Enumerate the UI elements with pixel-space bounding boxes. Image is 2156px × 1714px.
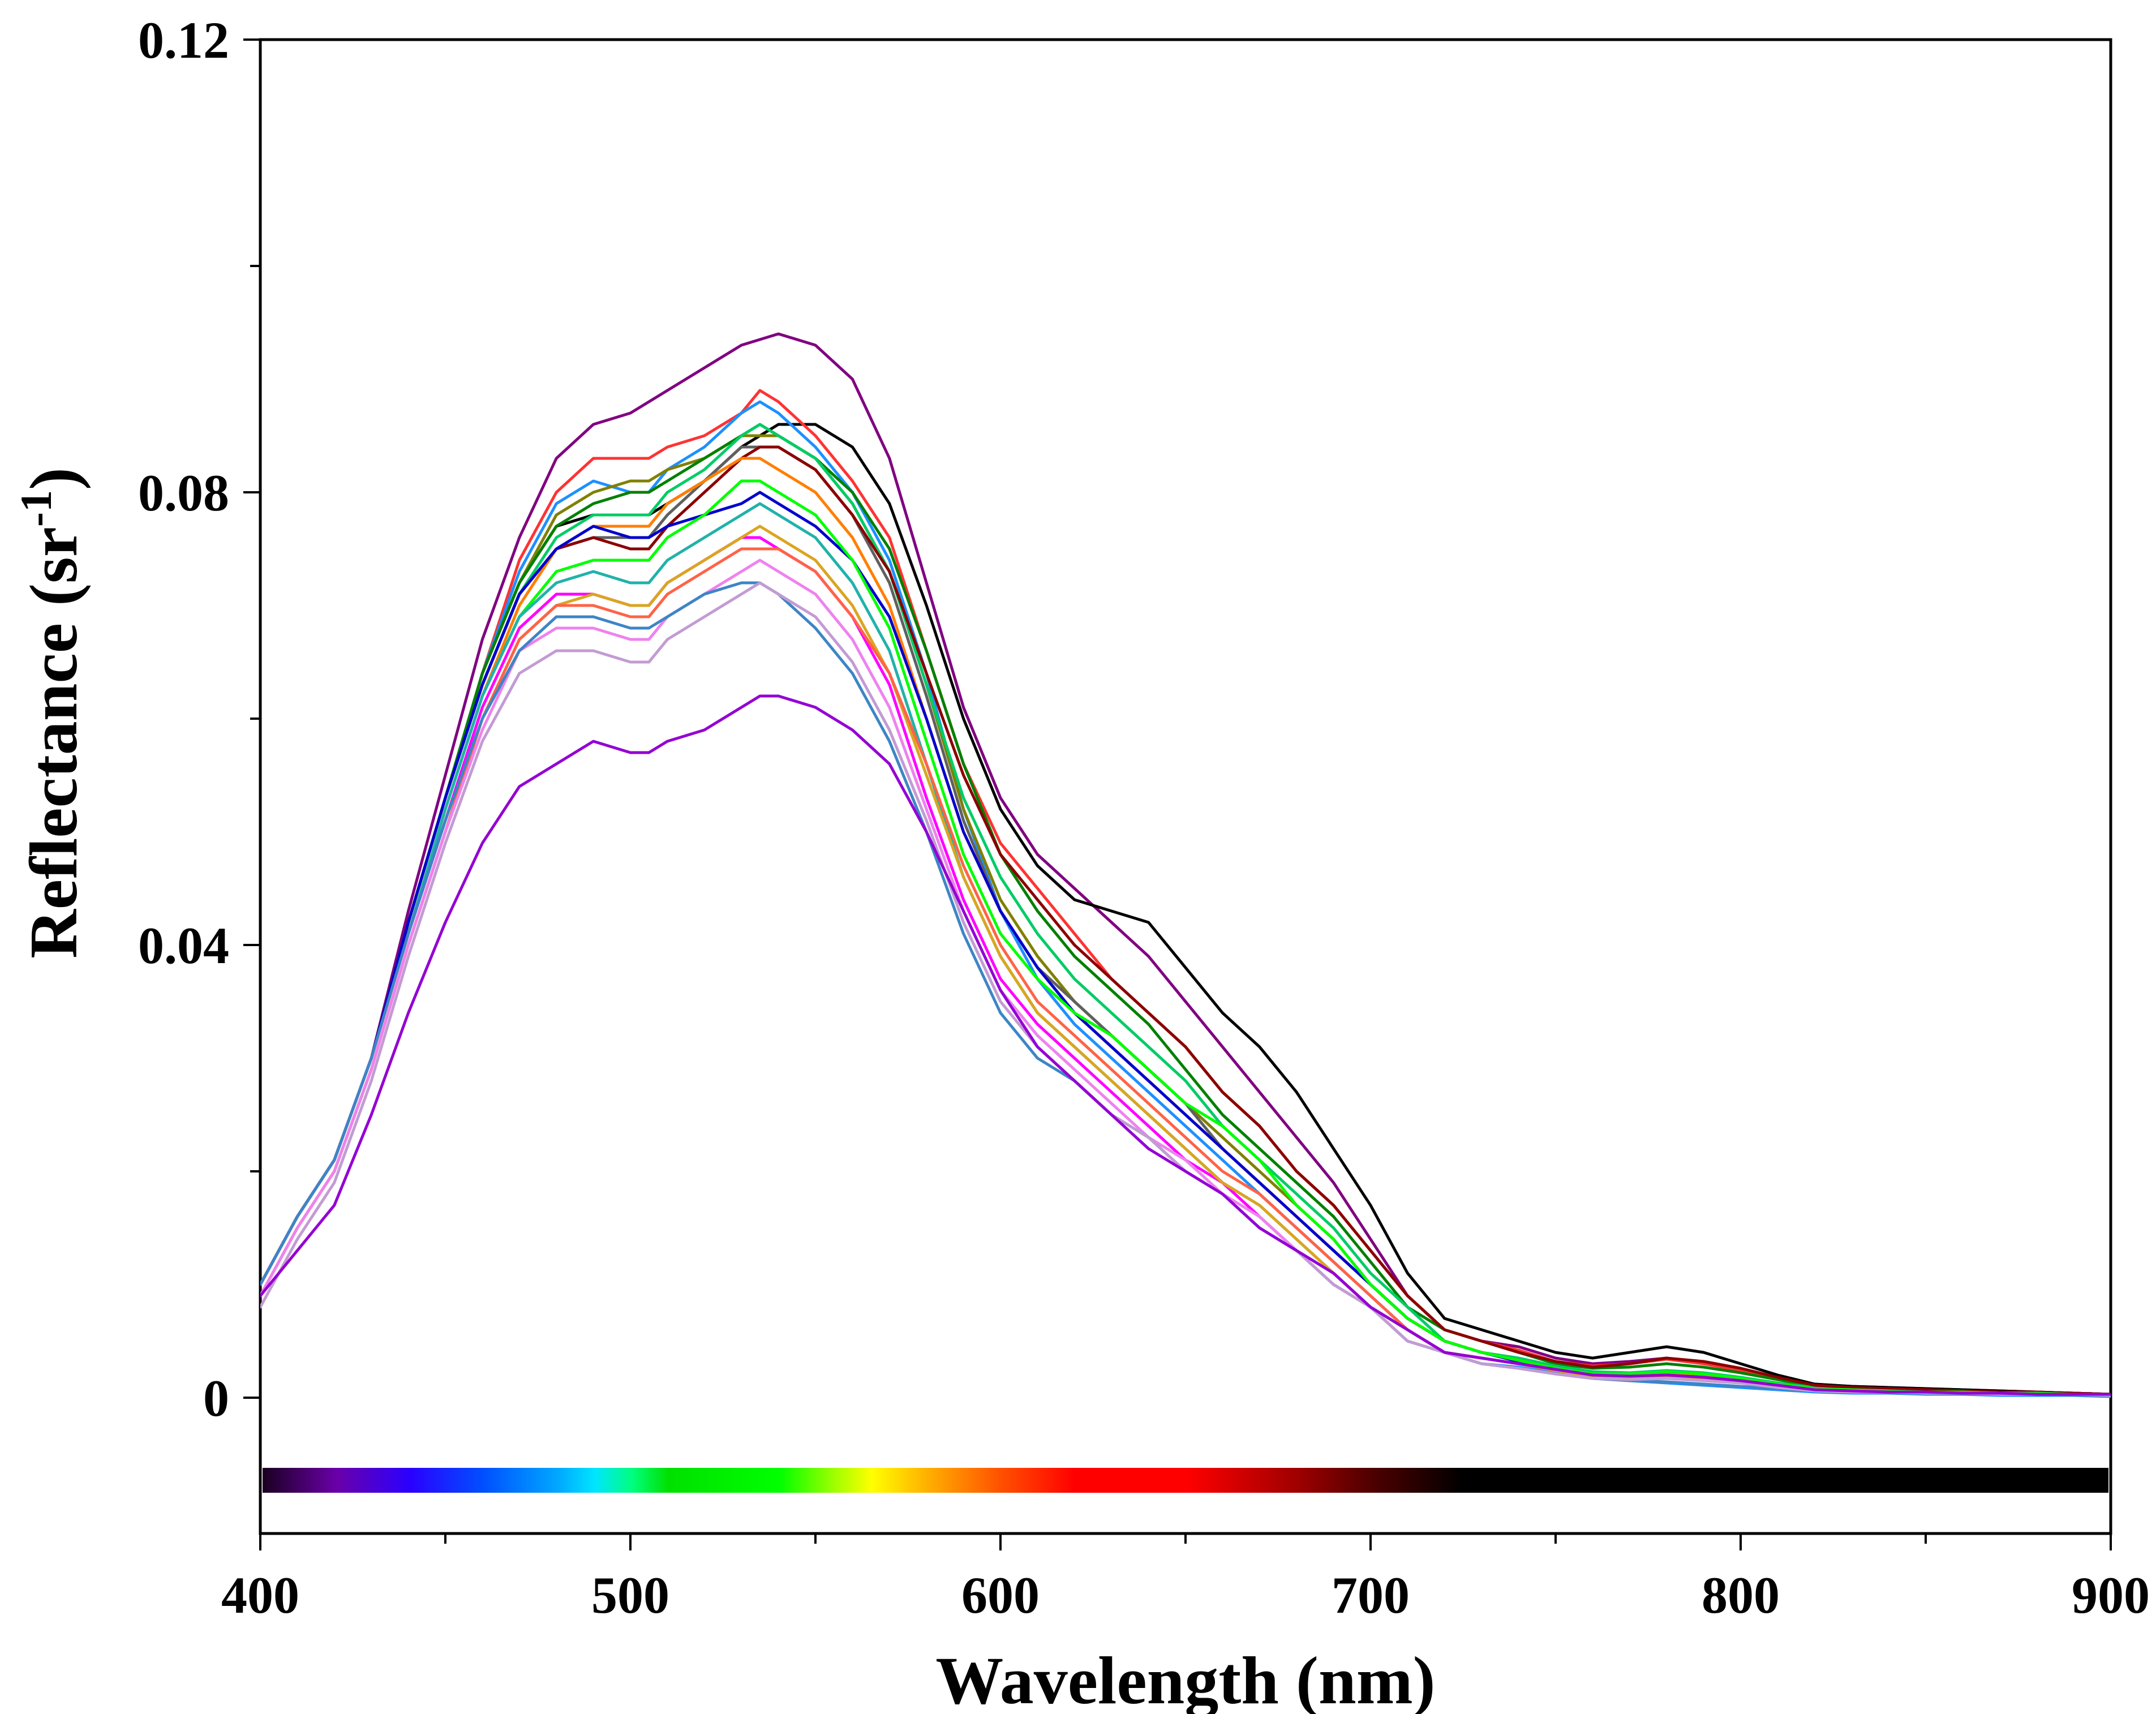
- x-tick-label-1: 500: [591, 1566, 669, 1624]
- x-tick-label-5: 900: [2072, 1566, 2150, 1624]
- x-tick-label-0: 400: [221, 1566, 299, 1624]
- x-tick-label-4: 800: [1702, 1566, 1780, 1624]
- y-tick-label-2: 0.08: [138, 464, 229, 522]
- series-line-s09: [260, 445, 2111, 1396]
- series-line-s06: [260, 423, 2111, 1396]
- x-tick-label-3: 700: [1332, 1566, 1410, 1624]
- series-line-s19: [260, 581, 2111, 1397]
- x-tick-label-2: 600: [961, 1566, 1040, 1624]
- reflectance-series-group: [260, 332, 2111, 1398]
- y-axis-title-close: ): [16, 467, 91, 490]
- y-tick-label-3: 0.12: [138, 11, 229, 69]
- series-line-s13: [260, 502, 2111, 1396]
- y-tick-label-1: 0.04: [138, 917, 229, 974]
- y-axis-title: Reflectance (sr-1): [11, 467, 91, 959]
- visible-spectrum-color-bar: [263, 1468, 2108, 1493]
- y-axis-ticks: 0 0.04 0.08 0.12: [138, 11, 260, 1427]
- series-line-s11: [260, 491, 2111, 1396]
- y-axis-title-superscript: -1: [11, 490, 61, 527]
- series-line-s16: [260, 547, 2111, 1396]
- x-axis-title: Wavelength (nm): [935, 1643, 1435, 1714]
- series-line-s20: [260, 694, 2111, 1396]
- x-axis-ticks: 400 500 600 700 800 900: [221, 1533, 2150, 1624]
- series-line-s03: [260, 389, 2111, 1396]
- series-line-s08: [260, 445, 2111, 1396]
- series-line-s17: [260, 559, 2111, 1397]
- series-line-s12: [260, 479, 2111, 1396]
- series-line-s18: [260, 581, 2111, 1397]
- y-axis-title-main: Reflectance (sr: [16, 527, 91, 959]
- series-line-s02: [260, 423, 2111, 1396]
- series-line-s01: [260, 332, 2111, 1396]
- y-tick-label-0: 0: [203, 1369, 229, 1427]
- series-line-s15: [260, 525, 2111, 1396]
- plot-frame: [259, 38, 2112, 1535]
